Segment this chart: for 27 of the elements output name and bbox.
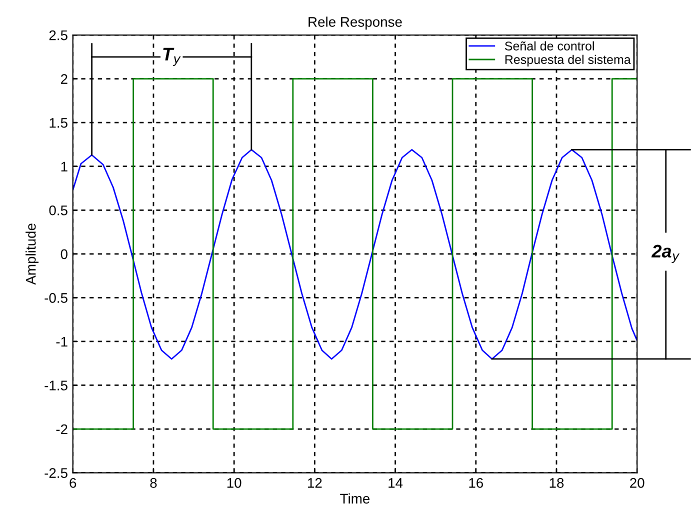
x-tick-label: 6 bbox=[70, 478, 76, 488]
y-tick-label: 1.5 bbox=[50, 118, 68, 128]
y-tick-label: -2 bbox=[56, 424, 68, 434]
y-tick-label: 1 bbox=[61, 162, 68, 172]
x-tick-label: 10 bbox=[227, 478, 242, 488]
x-tick-label: 16 bbox=[469, 478, 483, 488]
y-tick-label: -2.5 bbox=[44, 468, 68, 478]
x-tick-label: 12 bbox=[308, 478, 322, 488]
y-tick-label: -1.5 bbox=[44, 380, 68, 390]
y-axis-title: Amplitude bbox=[26, 224, 39, 285]
legend-label: Señal de control bbox=[504, 41, 594, 50]
x-axis-title: Time bbox=[340, 493, 370, 504]
x-tick-label: 20 bbox=[630, 478, 644, 488]
legend-label: Respuesta del sistema bbox=[505, 54, 631, 66]
text: 2a$_{y}$ bbox=[651, 244, 680, 263]
line-series bbox=[72, 149, 638, 360]
x-tick-label: 14 bbox=[388, 478, 403, 488]
y-tick-label: 2.5 bbox=[49, 30, 68, 40]
y-tick-label: 0 bbox=[60, 249, 68, 260]
chart-title: Rele Response bbox=[308, 16, 402, 30]
y-tick-label: -0.5 bbox=[44, 293, 68, 303]
x-tick-label: 18 bbox=[550, 478, 564, 488]
y-tick-label: -1 bbox=[56, 336, 68, 346]
x-tick-label: 8 bbox=[150, 478, 157, 488]
annotation: T$_{y}$ bbox=[163, 48, 181, 66]
y-tick-label: 0.5 bbox=[49, 205, 68, 216]
y-tick-label: 2 bbox=[60, 74, 68, 84]
